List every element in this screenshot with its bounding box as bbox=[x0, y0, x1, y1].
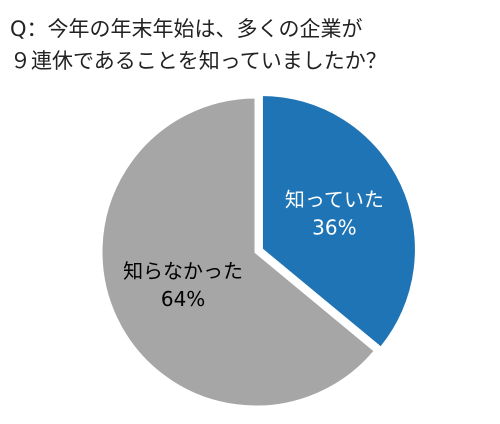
pie-slice bbox=[99, 95, 378, 409]
slice-category: 知らなかった bbox=[123, 259, 243, 283]
slice-value-label: 36% bbox=[312, 216, 356, 240]
slice-value-label: 64% bbox=[161, 287, 205, 311]
pie-slice bbox=[259, 92, 418, 351]
chart-title: ９連休であることを知っていましたか？ bbox=[10, 49, 387, 73]
slice-category: 知っていた bbox=[285, 188, 384, 212]
chart-title: Q：今年の年末年始は、多くの企業が bbox=[10, 17, 363, 41]
